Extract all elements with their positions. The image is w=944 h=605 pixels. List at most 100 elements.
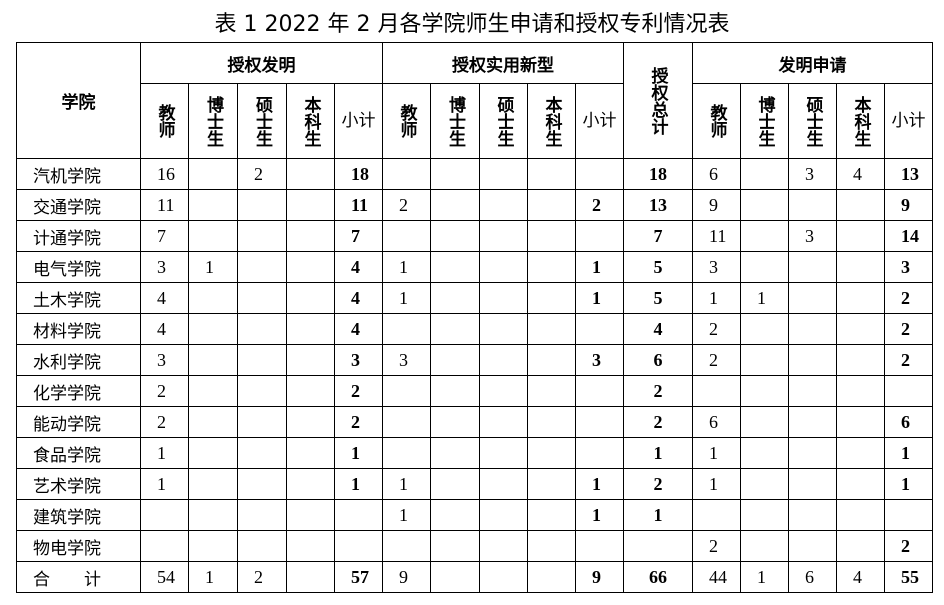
table-cell xyxy=(188,499,238,531)
college-name: 电气学院 xyxy=(16,251,141,283)
table-cell: 9 xyxy=(692,189,742,221)
subheader-master: 硕士生 xyxy=(788,83,838,159)
table-cell xyxy=(479,251,529,283)
table-cell xyxy=(623,530,694,562)
table-cell: 7 xyxy=(140,220,189,252)
table-cell xyxy=(430,189,481,221)
table-cell xyxy=(430,561,481,593)
college-name: 计通学院 xyxy=(16,220,141,252)
table-row: 物电学院 2 2 xyxy=(16,530,934,562)
table-row: 水利学院 3 3 3 3 6 2 2 xyxy=(16,344,934,376)
table-cell xyxy=(286,189,335,221)
table-cell xyxy=(788,251,838,283)
table-cell xyxy=(788,282,838,314)
table-cell xyxy=(740,251,790,283)
table-row: 能动学院 2 2 2 6 6 xyxy=(16,406,934,438)
college-name: 建筑学院 xyxy=(16,499,141,531)
table-cell: 14 xyxy=(884,220,934,252)
table-cell xyxy=(430,282,481,314)
table-cell xyxy=(788,406,838,438)
table-cell: 1 xyxy=(575,251,625,283)
table-cell xyxy=(188,468,238,500)
table-cell xyxy=(140,530,189,562)
table-cell: 1 xyxy=(382,282,432,314)
table-cell: 4 xyxy=(836,158,886,190)
table-cell xyxy=(382,313,432,345)
table-cell: 1 xyxy=(140,437,189,469)
subheader-master: 硕士生 xyxy=(479,83,529,159)
table-cell: 3 xyxy=(575,344,625,376)
subheader-master: 硕士生 xyxy=(237,83,287,159)
college-name: 物电学院 xyxy=(16,530,141,562)
table-cell xyxy=(479,561,529,593)
table-cell xyxy=(430,468,481,500)
table-cell: 2 xyxy=(140,406,189,438)
table-cell: 13 xyxy=(884,158,934,190)
table-cell: 1 xyxy=(692,437,742,469)
table-cell xyxy=(188,437,238,469)
table-cell xyxy=(575,158,625,190)
table-cell xyxy=(836,375,886,407)
table-cell: 9 xyxy=(884,189,934,221)
table-cell: 6 xyxy=(692,406,742,438)
table-cell xyxy=(575,530,625,562)
table-cell xyxy=(286,220,335,252)
table-cell: 2 xyxy=(575,189,625,221)
table-cell: 5 xyxy=(623,282,694,314)
table-cell xyxy=(740,220,790,252)
table-cell xyxy=(575,406,625,438)
table-cell xyxy=(286,282,335,314)
table-cell xyxy=(740,313,790,345)
subheader-subtotal: 小计 xyxy=(333,83,384,159)
table-cell: 66 xyxy=(623,561,694,593)
table-cell xyxy=(740,406,790,438)
table-cell: 1 xyxy=(382,251,432,283)
table-cell: 3 xyxy=(140,251,189,283)
table-cell xyxy=(740,530,790,562)
table-cell xyxy=(884,375,934,407)
table-cell: 7 xyxy=(623,220,694,252)
table-cell xyxy=(430,344,481,376)
header-granted-total: 授权总计 xyxy=(623,42,694,159)
table-cell xyxy=(527,313,577,345)
table-cell xyxy=(527,375,577,407)
table-cell: 1 xyxy=(884,437,934,469)
table-cell xyxy=(430,375,481,407)
table-row: 食品学院 1 1 1 1 1 xyxy=(16,437,934,469)
table-cell xyxy=(237,499,287,531)
table-cell xyxy=(836,437,886,469)
header-granted-utility: 授权实用新型 xyxy=(382,42,625,84)
table-row: 材料学院 4 4 4 2 2 xyxy=(16,313,934,345)
college-name: 艺术学院 xyxy=(16,468,141,500)
header-granted-invention: 授权发明 xyxy=(139,42,384,84)
table-cell xyxy=(237,375,287,407)
table-cell xyxy=(788,313,838,345)
table-cell: 1 xyxy=(884,468,934,500)
college-name: 能动学院 xyxy=(16,406,141,438)
table-row: 计通学院 7 7 7 11 3 14 xyxy=(16,220,934,252)
table-cell: 2 xyxy=(237,158,287,190)
table-cell xyxy=(527,220,577,252)
table-cell: 9 xyxy=(382,561,432,593)
table-cell: 1 xyxy=(382,468,432,500)
table-cell: 4 xyxy=(333,251,384,283)
header-college: 学院 xyxy=(16,42,141,159)
table-row: 土木学院 4 4 1 1 5 1 1 2 xyxy=(16,282,934,314)
subheader-undergrad: 本科生 xyxy=(527,83,577,159)
table-cell xyxy=(237,468,287,500)
table-cell xyxy=(740,468,790,500)
table-cell xyxy=(527,561,577,593)
table-cell xyxy=(740,344,790,376)
table-cell xyxy=(836,499,886,531)
table-cell: 2 xyxy=(623,406,694,438)
table-cell xyxy=(788,344,838,376)
table-cell xyxy=(188,375,238,407)
table-cell: 2 xyxy=(623,468,694,500)
table-cell: 16 xyxy=(140,158,189,190)
table-cell xyxy=(333,499,384,531)
table-cell xyxy=(479,313,529,345)
table-cell xyxy=(286,468,335,500)
table-cell: 6 xyxy=(788,561,838,593)
table-cell xyxy=(836,530,886,562)
college-name: 化学学院 xyxy=(16,375,141,407)
